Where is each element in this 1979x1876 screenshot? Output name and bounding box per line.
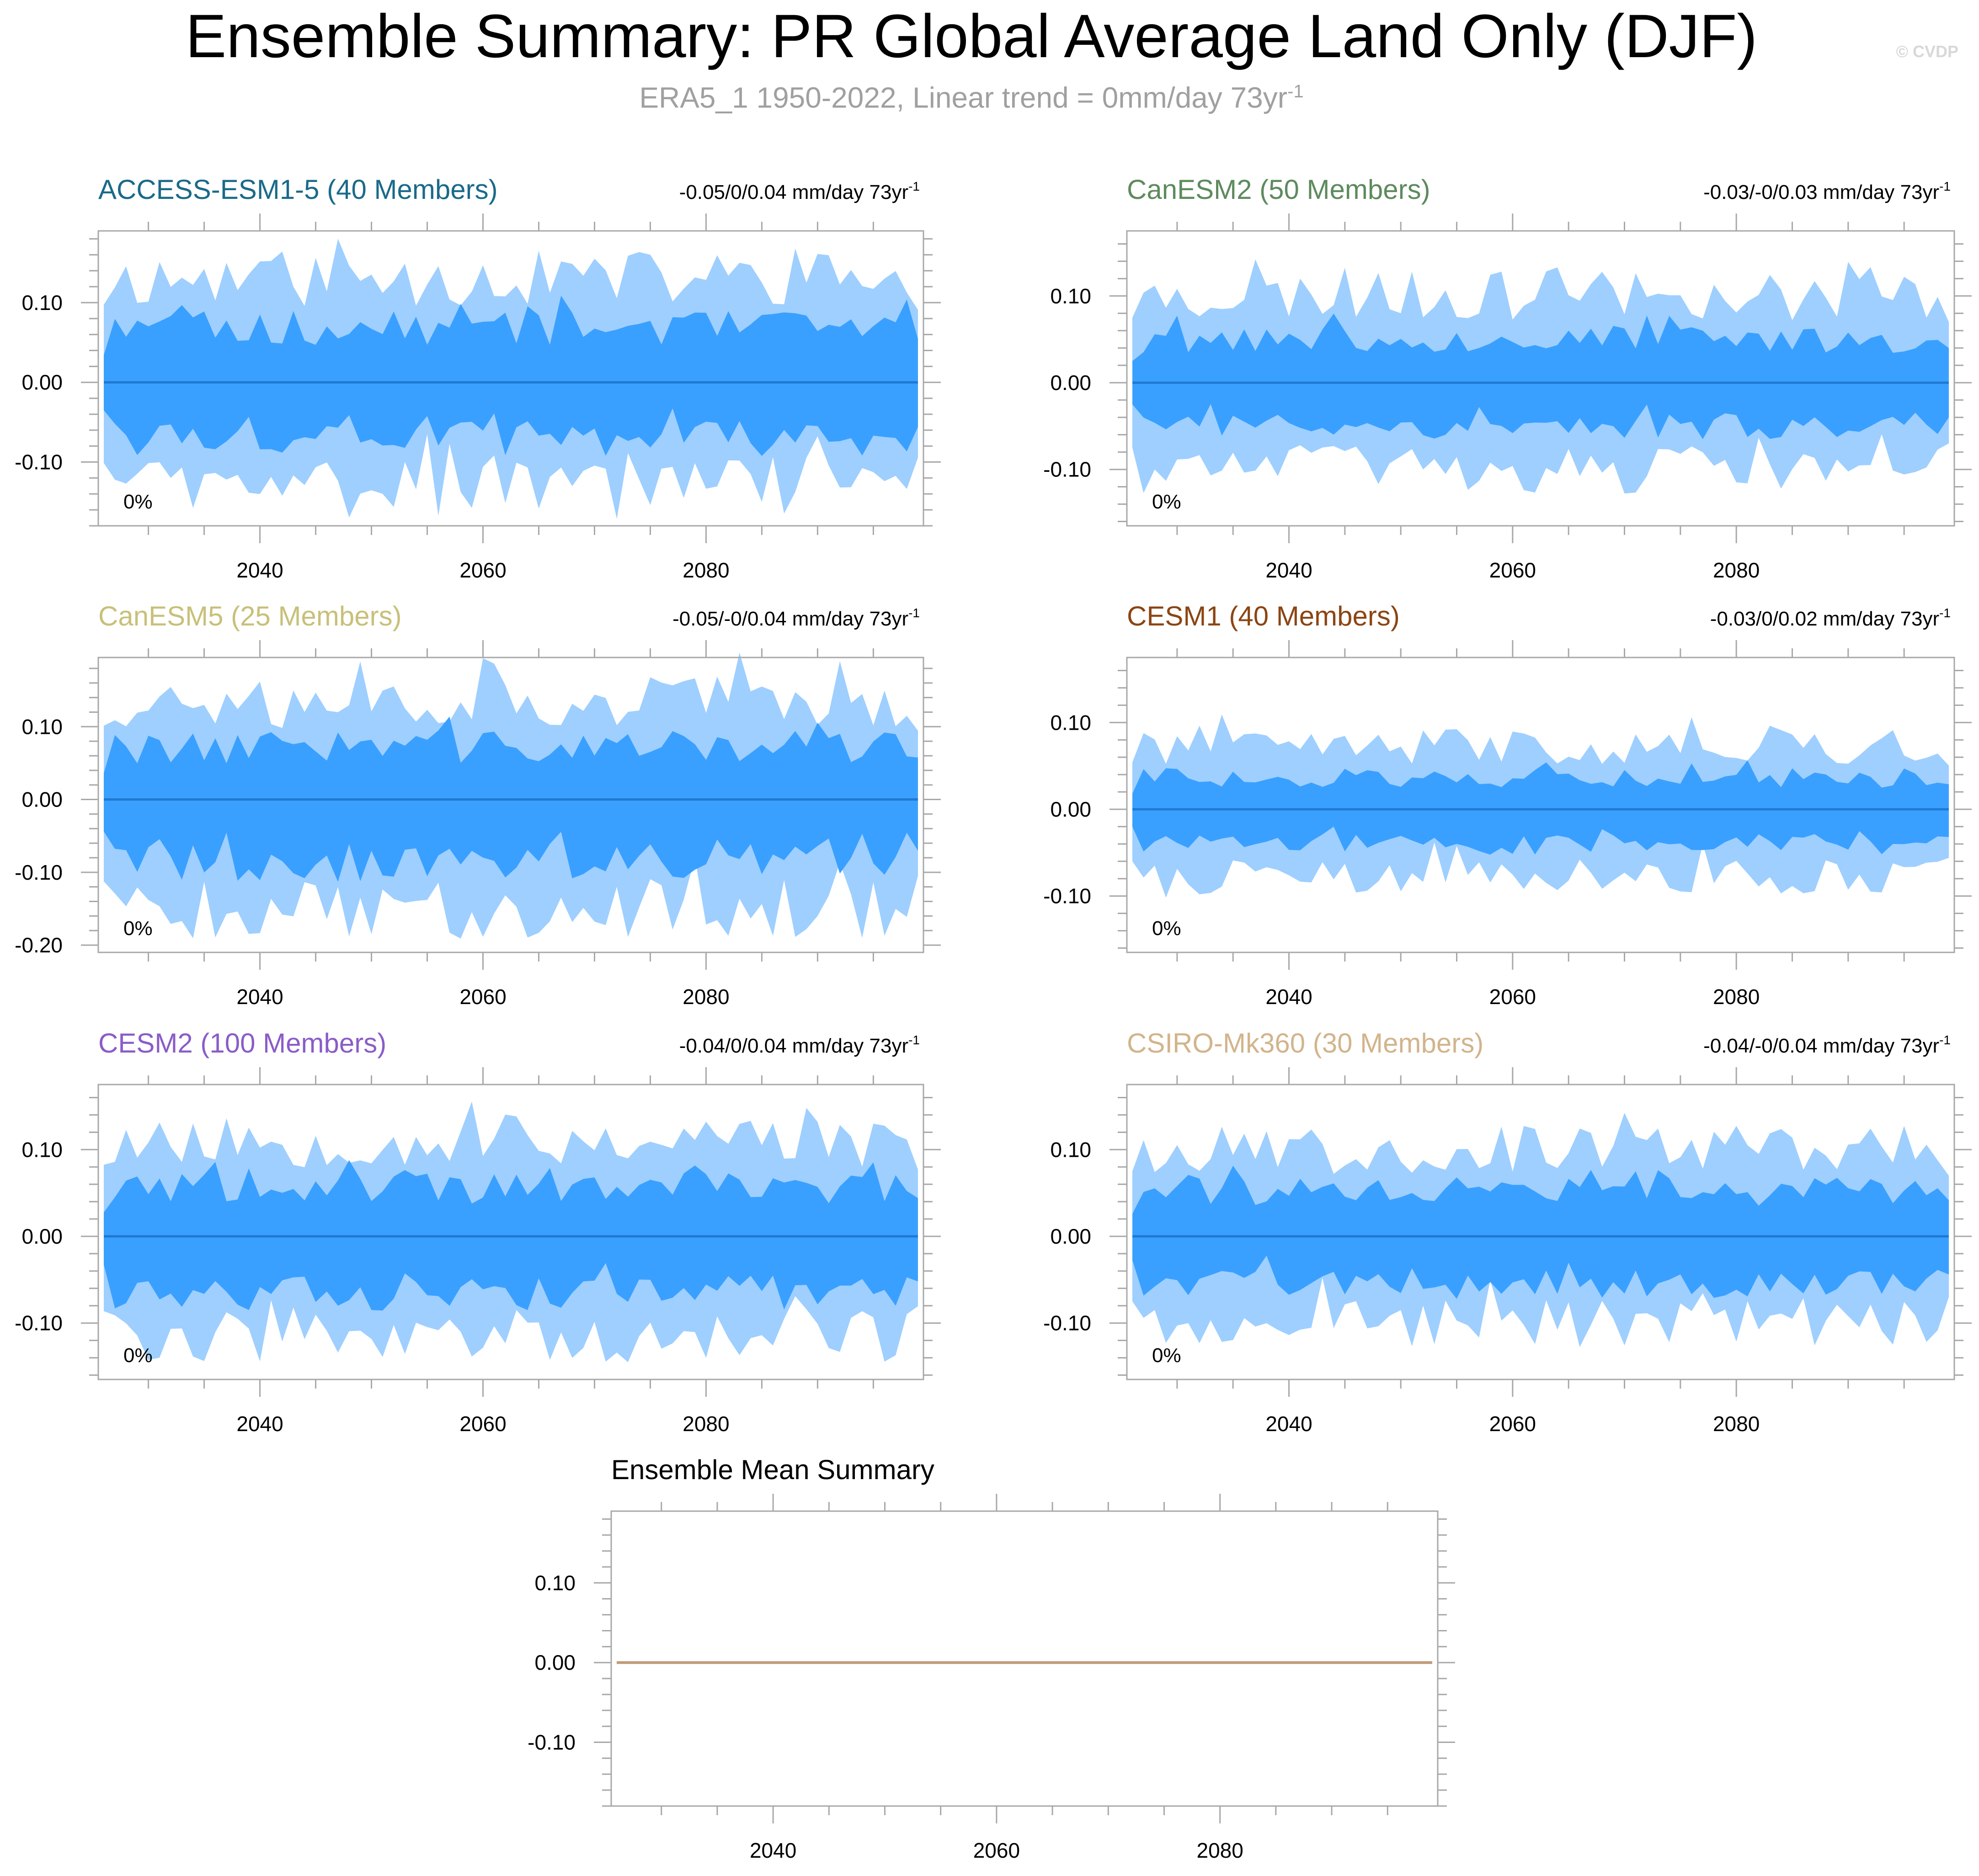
plot-frame	[1126, 1084, 1955, 1380]
x-tick-label: 2060	[459, 558, 506, 582]
percent-label: 0%	[1152, 491, 1181, 513]
x-tick-label: 2040	[236, 1412, 283, 1436]
x-tick-label: 2080	[683, 558, 729, 582]
chart-panel-5: CESM2 (100 Members) -0.04/0/0.04 mm/day 7…	[15, 1028, 941, 1436]
y-tick-label: 0.00	[1050, 797, 1091, 821]
inner-range-band	[1132, 313, 1949, 439]
chart-panel-1: ACCESS-ESM1-5 (40 Members) -0.05/0/0.04 m…	[15, 174, 941, 582]
inner-range-band	[1132, 760, 1949, 855]
y-tick-label: 0.00	[21, 370, 63, 394]
y-tick-label: 0.10	[1050, 284, 1091, 308]
x-tick-label: 2040	[1265, 985, 1312, 1009]
x-tick-label: 2040	[1265, 558, 1312, 582]
trend-label: -0.03/-0/0.03 mm/day 73yr-1	[1703, 179, 1951, 203]
x-tick-label: 2080	[1196, 1839, 1243, 1862]
inner-range-band	[1132, 1165, 1949, 1299]
x-tick-label: 2080	[1713, 1412, 1760, 1436]
trend-label: -0.05/-0/0.04 mm/day 73yr-1	[672, 606, 920, 630]
y-tick-label: 0.10	[1050, 711, 1091, 734]
percent-label: 0%	[123, 917, 153, 940]
x-tick-label: 2040	[750, 1839, 796, 1862]
y-tick-label: -0.10	[15, 861, 63, 884]
x-tick-label: 2060	[973, 1839, 1020, 1862]
y-tick-label: -0.10	[1043, 458, 1091, 481]
plot-frame	[97, 230, 924, 527]
x-tick-label: 2080	[683, 1412, 729, 1436]
subtitle-exponent: -1	[1287, 81, 1304, 102]
panel-title: CSIRO-Mk360 (30 Members)	[1127, 1028, 1483, 1058]
panel-title: CanESM5 (25 Members)	[98, 601, 402, 631]
y-tick-label: -0.20	[15, 933, 63, 957]
y-tick-label: 0.10	[21, 1138, 63, 1161]
chart-panel-3: CanESM5 (25 Members) -0.05/-0/0.04 mm/day…	[15, 601, 941, 1009]
y-tick-label: -0.10	[15, 1311, 63, 1335]
x-tick-label: 2040	[1265, 1412, 1312, 1436]
x-tick-label: 2060	[1489, 558, 1536, 582]
x-tick-label: 2080	[1713, 985, 1760, 1009]
percent-label: 0%	[1152, 1344, 1181, 1367]
trend-label: -0.05/0/0.04 mm/day 73yr-1	[679, 179, 920, 203]
x-tick-label: 2040	[236, 985, 283, 1009]
x-tick-label: 2080	[1713, 558, 1760, 582]
plot-frame	[97, 657, 924, 953]
x-tick-label: 2060	[1489, 985, 1536, 1009]
percent-label: 0%	[1152, 917, 1181, 940]
x-tick-label: 2060	[459, 985, 506, 1009]
inner-range-band	[104, 295, 918, 456]
y-tick-label: 0.00	[1050, 1224, 1091, 1248]
panel-title: CESM2 (100 Members)	[98, 1028, 386, 1058]
panel-title: ACCESS-ESM1-5 (40 Members)	[98, 174, 498, 205]
trend-label: -0.03/0/0.02 mm/day 73yr-1	[1710, 606, 1951, 630]
chart-panel-6: CSIRO-Mk360 (30 Members) -0.04/-0/0.04 mm…	[1043, 1028, 1972, 1436]
y-tick-label: -0.10	[15, 450, 63, 474]
trend-label: -0.04/0/0.04 mm/day 73yr-1	[679, 1033, 920, 1057]
chart-panel-4: CESM1 (40 Members) -0.03/0/0.02 mm/day 73…	[1043, 601, 1972, 1009]
chart-panel-7: Ensemble Mean Summary 0.10 0.00 -0.10 2040 20…	[528, 1454, 1455, 1862]
x-tick-label: 2060	[459, 1412, 506, 1436]
panel-title: CanESM2 (50 Members)	[1127, 174, 1430, 205]
y-tick-label: 0.00	[21, 788, 63, 812]
y-tick-label: 0.10	[21, 715, 63, 738]
plot-frame	[97, 1084, 924, 1380]
y-tick-label: 0.00	[1050, 371, 1091, 395]
percent-label: 0%	[123, 491, 153, 513]
panel-title: Ensemble Mean Summary	[611, 1454, 934, 1485]
plot-frame	[1126, 230, 1955, 527]
y-tick-label: -0.10	[528, 1731, 576, 1754]
panel-title: CESM1 (40 Members)	[1127, 601, 1400, 631]
y-tick-label: -0.10	[1043, 1311, 1091, 1335]
page-subtitle: ERA5_1 1950-2022, Linear trend = 0mm/day…	[0, 73, 1943, 114]
chart-panel-2: CanESM2 (50 Members) -0.03/-0/0.03 mm/day…	[1043, 174, 1972, 582]
y-tick-label: 0.00	[534, 1651, 576, 1674]
y-tick-label: 0.00	[21, 1224, 63, 1248]
y-tick-label: 0.10	[1050, 1138, 1091, 1161]
plot-frame	[610, 1510, 1439, 1807]
page-title: Ensemble Summary: PR Global Average Land…	[185, 2, 1758, 70]
x-tick-label: 2060	[1489, 1412, 1536, 1436]
x-tick-label: 2040	[236, 558, 283, 582]
subtitle-text: ERA5_1 1950-2022, Linear trend = 0mm/day…	[639, 81, 1288, 114]
x-tick-label: 2080	[683, 985, 729, 1009]
trend-label: -0.04/-0/0.04 mm/day 73yr-1	[1703, 1033, 1951, 1057]
y-tick-label: 0.10	[21, 291, 63, 315]
percent-label: 0%	[123, 1344, 153, 1367]
copyright-label: © CVDP	[1896, 42, 1958, 61]
y-tick-label: -0.10	[1043, 884, 1091, 908]
y-tick-label: 0.10	[534, 1571, 576, 1595]
plot-frame	[1126, 657, 1955, 953]
